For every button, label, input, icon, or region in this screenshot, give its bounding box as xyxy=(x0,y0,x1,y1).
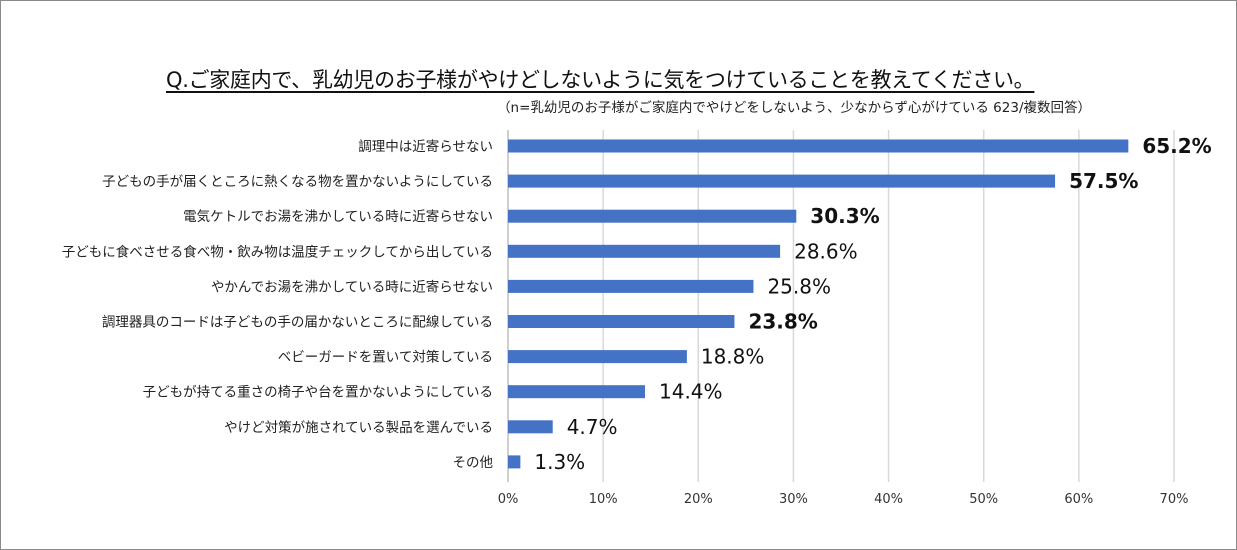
x-tick-label: 20% xyxy=(684,492,713,507)
bar xyxy=(508,139,1129,153)
category-label: やけど対策が施されている製品を選んでいる xyxy=(224,419,493,436)
x-tick-label: 30% xyxy=(779,492,808,507)
bar xyxy=(508,455,521,469)
x-tick-label: 50% xyxy=(969,492,998,507)
data-label: 14.4% xyxy=(659,380,723,404)
x-tick-label: 0% xyxy=(498,492,519,507)
category-label: 子どもの手が届くところに熱くなる物を置かないようにしている xyxy=(102,174,493,190)
data-label: 28.6% xyxy=(794,239,858,263)
data-label: 1.3% xyxy=(534,450,585,474)
bar xyxy=(508,315,735,328)
bar xyxy=(508,350,687,364)
data-label: 57.5% xyxy=(1069,169,1138,193)
data-label: 30.3% xyxy=(810,204,879,228)
category-label: やかんでお湯を沸かしている時に近寄らせない xyxy=(211,278,493,295)
chart-title: Q.ご家庭内で、乳幼児のお子様がやけどしないように気をつけていることを教えてくだ… xyxy=(166,68,1035,92)
x-tick-label: 10% xyxy=(589,492,618,507)
bar xyxy=(508,209,797,223)
x-tick-label: 60% xyxy=(1064,492,1093,507)
data-label: 65.2% xyxy=(1142,134,1211,158)
category-label: 調理中は近寄らせない xyxy=(358,138,493,155)
category-label: 調理器具のコードは子どもの手の届かないところに配線している xyxy=(102,315,493,331)
category-label: 子どもに食べさせる食べ物・飲み物は温度チェックしてから出している xyxy=(62,243,493,260)
data-label: 25.8% xyxy=(767,274,831,298)
bar xyxy=(508,420,553,434)
category-label: ベビーガードを置いて対策している xyxy=(278,349,493,366)
category-label: その他 xyxy=(453,455,494,471)
data-label: 23.8% xyxy=(748,310,817,334)
data-label: 4.7% xyxy=(567,415,618,439)
bar xyxy=(508,279,754,293)
bar xyxy=(508,385,646,399)
category-label: 電気ケトルでお湯を沸かしている時に近寄らせない xyxy=(183,208,493,225)
bar xyxy=(508,174,1056,188)
bar xyxy=(508,244,781,258)
x-tick-label: 40% xyxy=(874,492,903,507)
x-tick-label: 70% xyxy=(1160,492,1189,507)
category-label: 子どもが持てる重さの椅子や台を置かないようにしている xyxy=(143,385,493,401)
chart-subtitle: （n=乳幼児のお子様がご家庭内でやけどをしないよう、少なからず心がけている 62… xyxy=(497,100,1091,116)
data-label: 18.8% xyxy=(701,345,765,369)
